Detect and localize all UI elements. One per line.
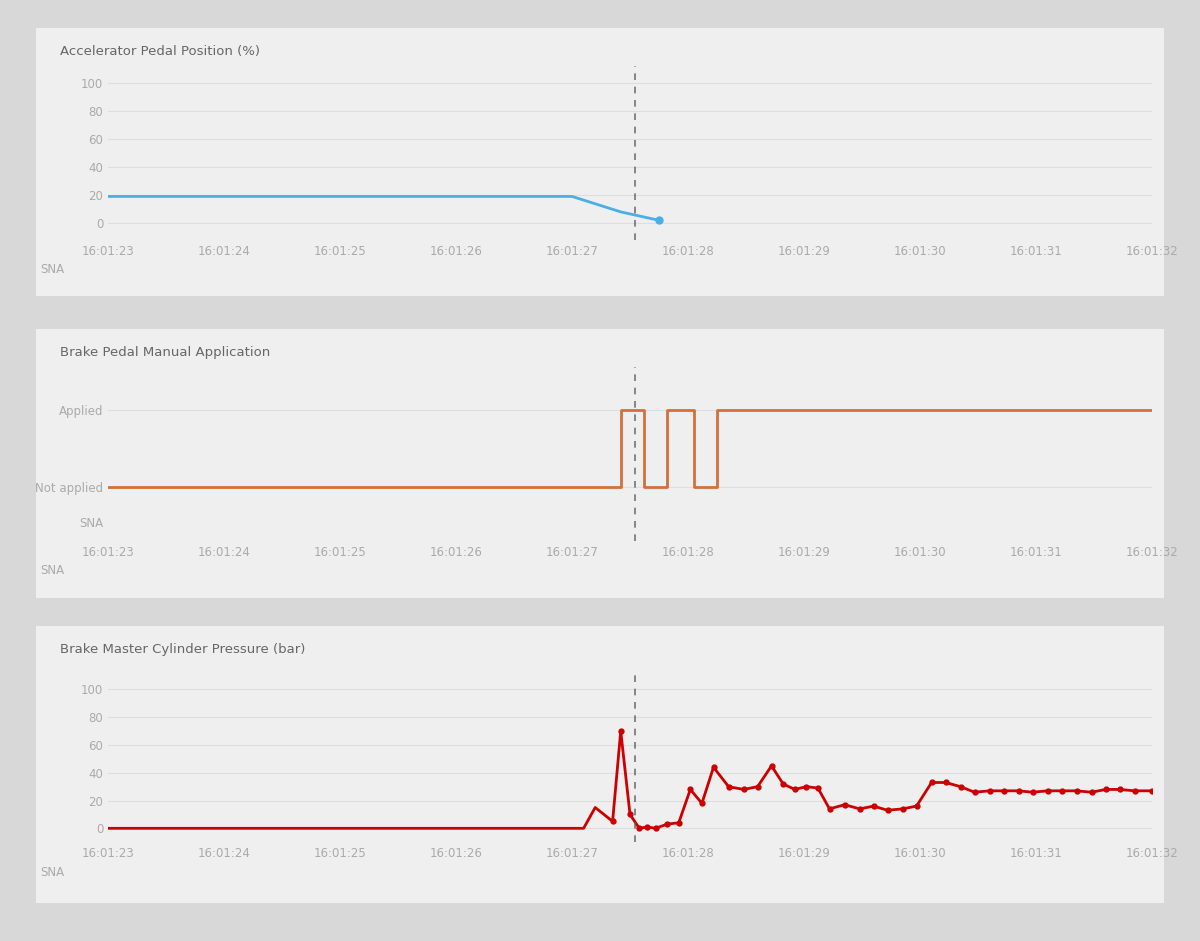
FancyBboxPatch shape [25,327,1175,600]
Text: SNA: SNA [40,866,65,879]
Text: Brake Pedal Manual Application: Brake Pedal Manual Application [60,346,270,359]
Text: Accelerator Pedal Position (%): Accelerator Pedal Position (%) [60,45,260,58]
Text: Brake Master Cylinder Pressure (bar): Brake Master Cylinder Pressure (bar) [60,643,305,656]
Text: SNA: SNA [40,564,65,577]
FancyBboxPatch shape [25,623,1175,906]
FancyBboxPatch shape [25,25,1175,299]
Text: SNA: SNA [40,263,65,276]
